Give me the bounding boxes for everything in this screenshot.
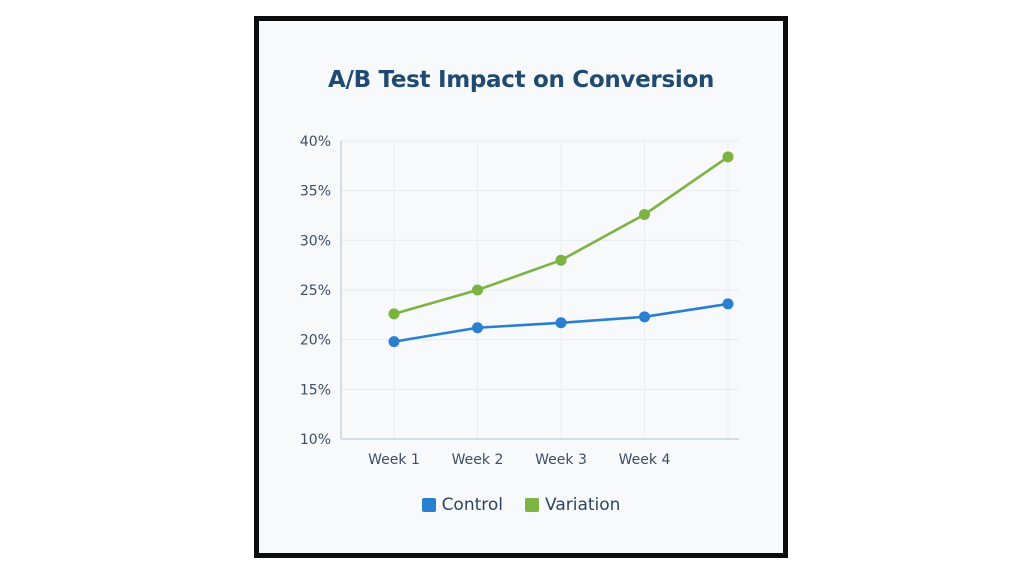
x-tick-labels: Week 1 Week 2 Week 3 Week 4 <box>368 452 670 468</box>
data-point-variation <box>722 151 734 163</box>
y-tick-label: 40% <box>300 134 331 150</box>
y-tick-label: 35% <box>300 184 331 200</box>
data-point-control <box>639 311 650 323</box>
data-point-variation <box>388 308 400 320</box>
y-tick-label: 10% <box>300 432 331 448</box>
x-tick-label: Week 4 <box>619 452 671 468</box>
legend-item-variation[interactable]: Variation <box>525 495 620 515</box>
data-point-variation <box>555 254 567 266</box>
legend-label-variation: Variation <box>545 495 621 515</box>
data-point-control <box>388 336 400 348</box>
chart-title: A/B Test Impact on Conversion <box>327 67 715 93</box>
axis-layer <box>340 141 739 440</box>
data-point-control <box>472 322 483 334</box>
legend-swatch-control <box>421 498 436 512</box>
y-tick-labels: 10% 15% 20% 25% 30% 35% 40% <box>300 134 331 448</box>
line-chart: 10% 15% 20% 25% 30% 35% 40% Week 1 Week 2 Week 3… <box>300 134 739 468</box>
data-point-control <box>555 317 567 329</box>
x-tick-label: Week 3 <box>535 452 587 468</box>
grid-layer <box>341 140 739 439</box>
y-tick-label: 30% <box>300 233 331 249</box>
data-point-variation <box>472 284 483 296</box>
chart-frame: A/B Test Impact on Conversion 10% 15% 20% 2… <box>254 16 788 558</box>
y-tick-label: 20% <box>300 333 331 349</box>
series-layer <box>388 151 734 348</box>
x-tick-label: Week 2 <box>452 452 504 468</box>
x-tick-label: Week 1 <box>368 452 420 468</box>
chart-legend: Control Variation <box>259 495 783 515</box>
legend-label-control: Control <box>441 495 504 515</box>
legend-swatch-variation <box>525 498 540 512</box>
data-point-control <box>722 298 734 310</box>
legend-item-control[interactable]: Control <box>421 495 504 515</box>
data-point-variation <box>639 209 650 221</box>
y-tick-label: 25% <box>300 283 331 299</box>
y-tick-label: 15% <box>300 382 331 398</box>
